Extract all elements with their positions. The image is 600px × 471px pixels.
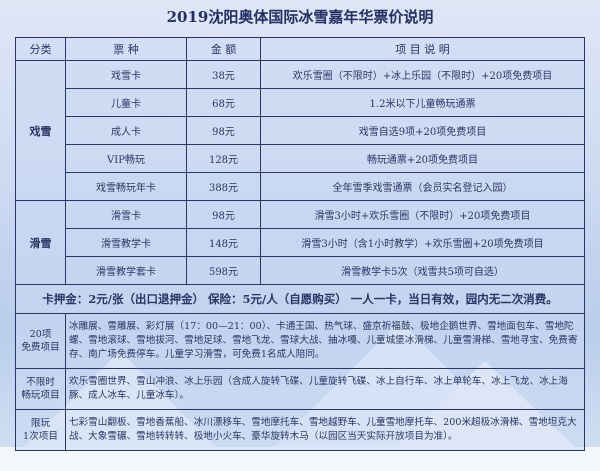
ticket-description: 滑雪3小时+欢乐雪圈（不限时）+20项免费项目 — [260, 200, 585, 229]
ticket-name: 滑雪教学套卡 — [65, 256, 187, 285]
ticket-price: 68元 — [186, 88, 261, 117]
table-row: 滑雪教学卡 148元 滑雪3小时（含1小时教学）+欢乐雪圈+20项免费项目 — [16, 228, 585, 257]
ticket-description: 全年雪季戏雪通票（会员实名登记入园） — [260, 172, 585, 201]
table-row: 儿童卡 68元 1.2米以下儿童畅玩通票 — [16, 88, 585, 117]
header-price: 金 额 — [186, 37, 261, 61]
project-label-line: 不限时 — [26, 377, 55, 388]
project-label-line: 1次项目 — [23, 431, 58, 442]
ticket-description: 畅玩通票+20项免费项目 — [260, 144, 585, 173]
project-row: 限玩 1次项目 七彩雪山翻板、雪地香蕉船、冰川漂移车、雪地摩托车、雪地越野车、儿童… — [15, 409, 585, 451]
table-row: 戏雪 戏雪卡 38元 欢乐雪圈（不限时）+冰上乐园（不限时）+20项免费项目 — [15, 60, 585, 201]
ticket-price: 128元 — [186, 144, 261, 173]
ticket-description: 滑雪3小时（含1小时教学）+欢乐雪圈+20项免费项目 — [260, 228, 585, 257]
ticket-price: 98元 — [186, 116, 261, 145]
project-label: 限玩 1次项目 — [15, 409, 66, 451]
deposit-note: 卡押金：2元/张（出口退押金） 保险：5元/人（自愿购买） 一人一卡，当日有效，… — [15, 284, 585, 314]
project-label: 不限时 畅玩项目 — [15, 368, 66, 410]
table-header-row: 分类 票 种 金 额 项 目 说 明 — [15, 37, 585, 61]
ticket-price: 98元 — [186, 200, 261, 229]
ticket-description: 欢乐雪圈（不限时）+冰上乐园（不限时）+20项免费项目 — [260, 60, 585, 89]
table-row: 滑雪教学套卡 598元 滑雪教学卡5次（戏雪共5项可自选） — [16, 256, 585, 285]
page-title: 2019沈阳奥体国际冰雪嘉年华票价说明 — [166, 8, 434, 26]
ticket-price: 388元 — [186, 172, 261, 201]
ticket-name: VIP畅玩 — [65, 144, 187, 173]
project-label-line: 20项 — [29, 329, 52, 340]
project-label-line: 免费项目 — [21, 342, 60, 353]
ticket-description: 戏雪自选9项+20项免费项目 — [260, 116, 585, 145]
project-description: 冰雕展、雪雕展、彩灯展（17：00—21：00）、卡通王国、热气球、盛京祈福鼓、… — [65, 313, 585, 369]
project-description: 欢乐雪圈世界、雪山冲浪、冰上乐园（含成人旋转飞碟、儿童旋转飞碟、冰上自行车、冰上… — [65, 368, 585, 410]
ticket-name: 滑雪教学卡 — [65, 228, 187, 257]
ticket-name: 滑雪卡 — [65, 200, 187, 229]
ticket-description: 1.2米以下儿童畅玩通票 — [260, 88, 585, 117]
project-label-line: 畅玩项目 — [21, 390, 60, 401]
header-category: 分类 — [15, 37, 66, 61]
project-description: 七彩雪山翻板、雪地香蕉船、冰川漂移车、雪地摩托车、雪地越野车、儿童雪地摩托车、2… — [65, 409, 585, 451]
project-label: 20项免费项目 — [15, 313, 66, 369]
table-row: VIP畅玩 128元 畅玩通票+20项免费项目 — [16, 144, 585, 173]
ticket-description: 滑雪教学卡5次（戏雪共5项可自选） — [260, 256, 585, 285]
category-cell: 戏雪 — [15, 60, 66, 201]
ticket-name: 儿童卡 — [65, 88, 187, 117]
table-row: 成人卡 98元 戏雪自选9项+20项免费项目 — [16, 116, 585, 145]
background-snow-ground — [0, 447, 600, 471]
category-cell: 滑雪 — [15, 200, 66, 285]
header-description: 项 目 说 明 — [260, 37, 585, 61]
ticket-name: 成人卡 — [65, 116, 187, 145]
deposit-row: 卡押金：2元/张（出口退押金） 保险：5元/人（自愿购买） 一人一卡，当日有效，… — [15, 284, 585, 314]
ticket-name: 戏雪畅玩年卡 — [65, 172, 187, 201]
header-ticket: 票 种 — [65, 37, 187, 61]
project-label-line: 限玩 — [30, 418, 51, 429]
table-row: 戏雪畅玩年卡 388元 全年雪季戏雪通票（会员实名登记入园） — [16, 172, 585, 201]
ticket-price: 38元 — [186, 60, 261, 89]
project-row: 20项免费项目 冰雕展、雪雕展、彩灯展（17：00—21：00）、卡通王国、热气… — [15, 313, 585, 369]
ticket-price: 148元 — [186, 228, 261, 257]
project-row: 不限时畅玩项目 欢乐雪圈世界、雪山冲浪、冰上乐园（含成人旋转飞碟、儿童旋转飞碟、… — [15, 368, 585, 410]
ticket-price: 598元 — [186, 256, 261, 285]
table-row: 滑雪 滑雪卡 98元 滑雪3小时+欢乐雪圈（不限时）+20项免费项目 — [15, 200, 585, 285]
price-table: 分类 票 种 金 额 项 目 说 明 戏雪 戏雪卡 38元 欢乐雪圈（不限时）+… — [15, 37, 585, 451]
ticket-name: 戏雪卡 — [65, 60, 187, 89]
